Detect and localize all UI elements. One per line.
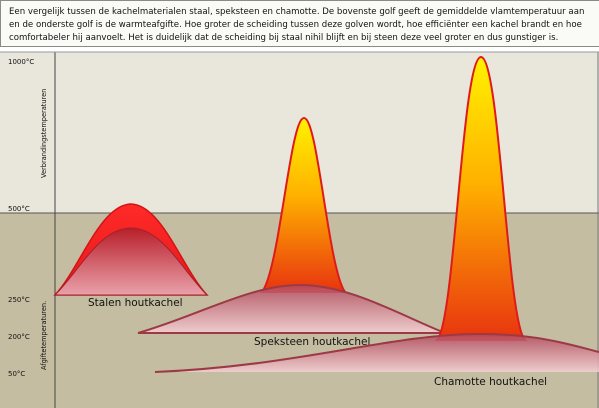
steel-stove-label: Stalen houtkachel — [88, 297, 183, 309]
description-box: Een vergelijk tussen de kachelmaterialen… — [0, 0, 599, 47]
chamotte-flame-curve — [434, 55, 528, 341]
tick-250: 250°C — [8, 296, 30, 304]
tick-200: 200°C — [8, 333, 30, 341]
speksteen-heat-curve — [137, 283, 446, 334]
upper-axis-label: Verbrandingstemperaturen — [40, 89, 48, 178]
chamotte-stove-label: Chamotte houtkachel — [434, 376, 547, 388]
tick-500: 500°C — [8, 205, 30, 213]
speksteen-flame-curve — [260, 116, 347, 293]
steel-heat-curve — [53, 227, 209, 296]
chamotte-heat-outline — [154, 332, 599, 373]
tick-1000: 1000°C — [8, 58, 34, 66]
speksteen-stove-label: Speksteen houtkachel — [254, 336, 370, 348]
tick-50: 50°C — [8, 370, 25, 378]
lower-axis-label: Afgiftetemperaturen. — [40, 301, 48, 370]
